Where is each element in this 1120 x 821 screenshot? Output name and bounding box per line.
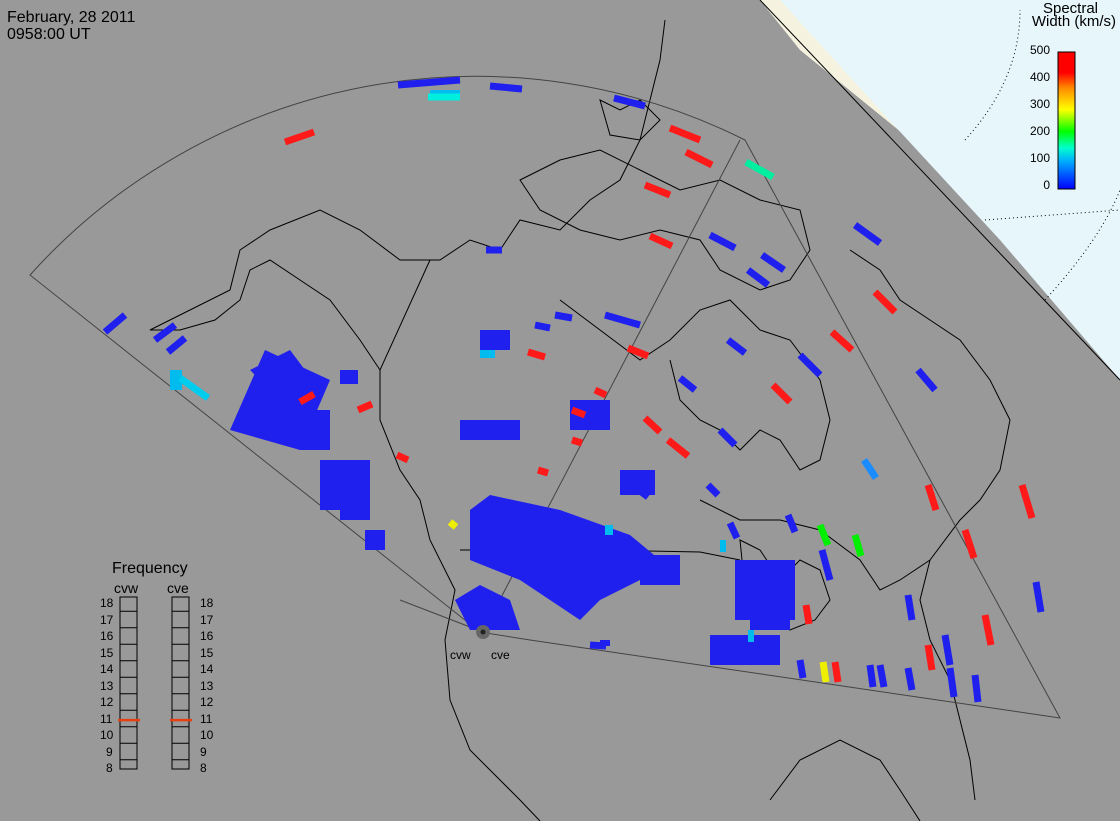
backscatter-strips-red [283,124,1036,683]
frequency-gauge-cve [171,596,190,770]
frequency-scale-label: 11 [200,711,213,726]
colorbar-tick: 400 [1029,70,1050,84]
frequency-scale-label: 13 [200,678,214,693]
frequency-scale-label: 9 [200,744,207,759]
frequency-scale-label: 10 [200,728,214,742]
radar-site-marker [480,629,486,635]
colorbar-tick: 300 [1029,97,1050,111]
frequency-scale-label: 18 [100,596,114,610]
frequency-radar-label: cvw [114,580,139,596]
frequency-scale-label: 8 [200,761,207,775]
frequency-scale-label: 15 [100,645,114,660]
frequency-scale-label: 18 [200,596,214,610]
backscatter-strips-blue [102,76,1045,703]
colorbar-title: Spectral [1042,0,1098,17]
latitude-circle [964,9,1021,141]
frequency-scale-label: 17 [200,612,214,627]
frequency-scale-label: 16 [100,629,114,643]
frequency-gauge-ticks [120,610,189,761]
frequency-scale-label: 12 [100,695,114,709]
frequency-scale-label: 17 [100,612,114,627]
frequency-scale-label: 15 [200,645,214,660]
time-label: 0958:00 UT [7,26,91,43]
frequency-radar-label: cve [167,580,189,596]
colorbar-tick: 100 [1029,151,1050,165]
backscatter-strips-mixed [177,93,879,683]
frequency-scale-label: 11 [100,711,113,726]
meridian-line [984,209,1120,221]
site-label-cve: cve [491,648,510,662]
colorbar-tick: 200 [1029,124,1050,138]
frequency-scale-label: 8 [106,761,113,775]
site-label-cvw: cvw [450,648,471,662]
colorbar-tick: 500 [1029,43,1050,57]
backscatter-cells [230,330,795,665]
colorbar [1057,51,1076,190]
frequency-scale-label: 16 [200,629,214,643]
frequency-title: Frequency [112,560,188,577]
frequency-gauge-cvw [119,596,138,770]
colorbar-tick: 0 [1043,178,1050,192]
frequency-scale-label: 13 [100,678,114,693]
frequency-scale-label: 10 [100,728,114,742]
polar-cap-region [780,0,1120,380]
frequency-scale-label: 14 [100,662,114,676]
radar-field-of-view [29,75,1061,719]
terminator-line [759,0,1120,381]
frequency-scale-label: 9 [106,744,113,759]
date-label: February, 28 2011 [7,9,136,26]
frequency-scale-label: 12 [200,695,214,709]
colorbar-units: Width (km/s) [1031,13,1116,30]
frequency-scale-label: 14 [200,662,214,676]
